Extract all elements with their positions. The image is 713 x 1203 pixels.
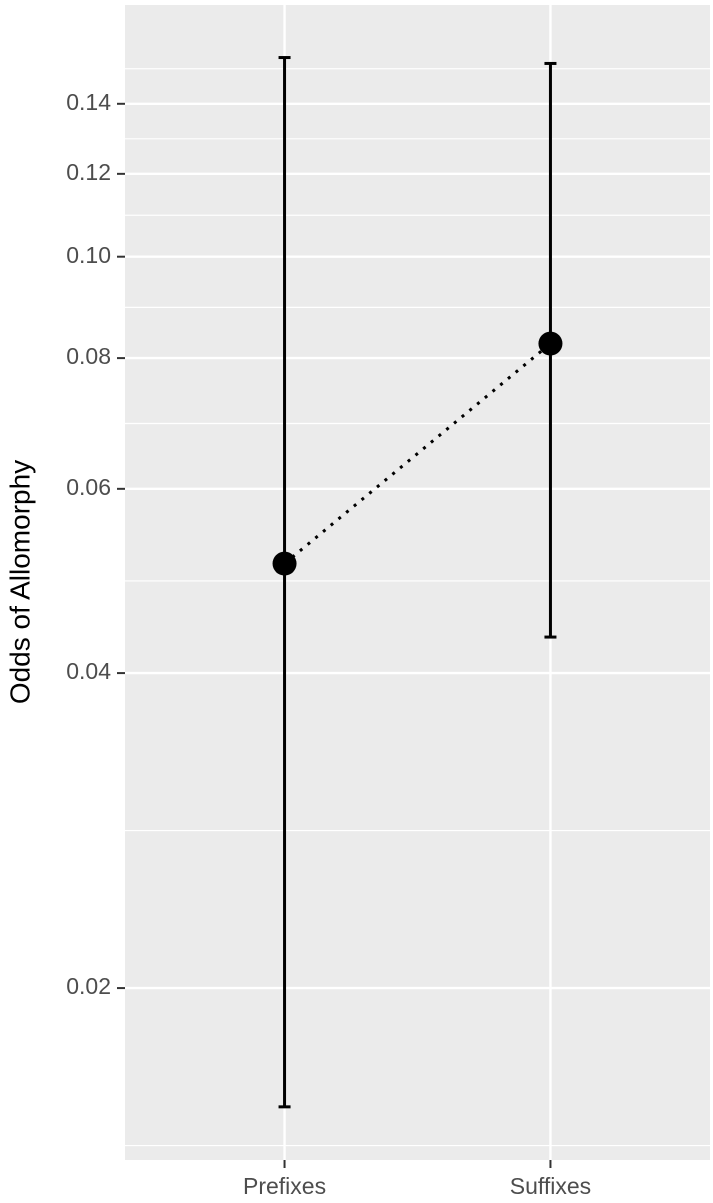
y-axis-title: Odds of Allomorphy	[4, 460, 35, 704]
y-tick-label: 0.14	[66, 89, 111, 115]
y-tick-label: 0.10	[66, 242, 111, 268]
connector-line	[283, 342, 552, 565]
y-tick-label: 0.12	[66, 159, 111, 185]
y-tick-label: 0.02	[66, 973, 111, 999]
point	[272, 551, 297, 576]
x-tick-label: Prefixes	[243, 1173, 326, 1199]
y-tick-label: 0.06	[66, 474, 111, 500]
x-tick-label: Suffixes	[510, 1173, 591, 1199]
y-tick-label: 0.08	[66, 343, 111, 369]
panel	[125, 5, 710, 1160]
point	[538, 331, 563, 356]
y-tick-label: 0.04	[66, 658, 111, 684]
